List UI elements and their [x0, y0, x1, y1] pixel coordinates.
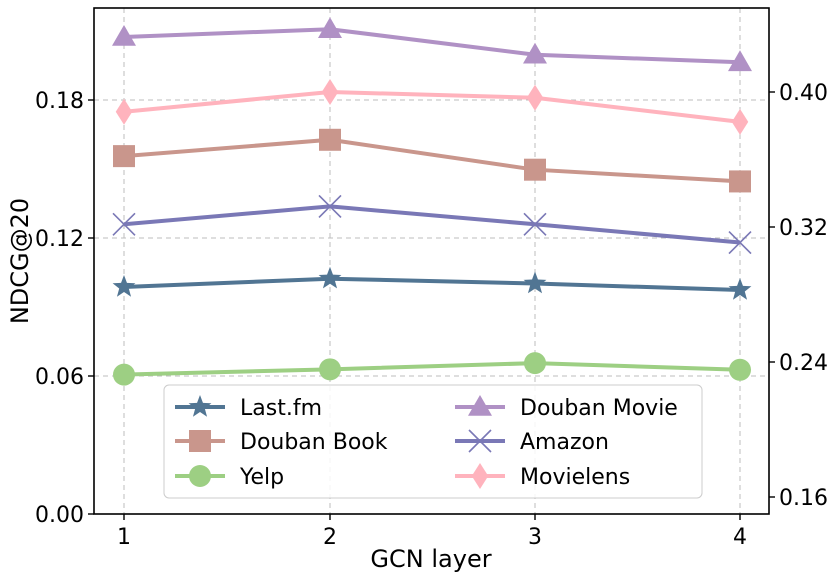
- series-line-yelp: [123, 361, 741, 377]
- data-point-yelp: [524, 352, 546, 375]
- left-y-tick-label: 0.06: [35, 365, 84, 390]
- data-point-yelp: [319, 358, 341, 381]
- data-point-amazon: [318, 194, 342, 218]
- legend-marker-douban-book: [189, 430, 211, 452]
- y-axis-title: NDCG@20: [6, 198, 34, 324]
- data-point-douban-movie: [112, 24, 136, 46]
- legend-label-douban-movie: Douban Movie: [520, 396, 678, 421]
- series-line-movielens: [123, 90, 741, 124]
- legend-marker-yelp: [189, 465, 211, 487]
- right-y-tick-label: 0.40: [779, 81, 828, 106]
- right-y-tick-label: 0.32: [779, 216, 828, 241]
- left-y-tick-label: 0.00: [35, 503, 84, 528]
- data-point-amazon: [112, 212, 136, 236]
- legend-marker-last-fm: [188, 395, 212, 417]
- right-y-tick-label: 0.24: [779, 351, 828, 376]
- left-y-tick-label: 0.18: [35, 89, 84, 114]
- legend-label-douban-book: Douban Book: [240, 430, 388, 455]
- data-point-yelp: [729, 358, 751, 381]
- data-point-movielens: [731, 108, 749, 135]
- data-point-douban-movie: [318, 17, 342, 39]
- legend-label-yelp: Yelp: [239, 465, 284, 490]
- legend-marker-movielens: [471, 463, 489, 489]
- series-line-douban-book: [123, 137, 741, 184]
- x-axis-title: GCN layer: [370, 545, 491, 573]
- legend-marker-amazon: [468, 429, 492, 453]
- left-y-tick-label: 0.12: [35, 227, 84, 252]
- series-line-amazon: [123, 204, 741, 245]
- legend-box: [163, 384, 703, 499]
- data-point-douban-movie: [728, 50, 752, 72]
- data-point-last-fm: [112, 274, 136, 297]
- axis-ticks: 1 2 3 4 0.00 0.06 0.12 0.18 0.16 0.24 0.32 0.40: [35, 81, 828, 550]
- data-point-amazon: [728, 230, 752, 255]
- legend: Last.fm Douban Book Yelp Douban Movie Amazon…: [163, 384, 703, 499]
- x-tick-label: 3: [528, 525, 542, 550]
- series-line-last-fm: [123, 276, 741, 292]
- data-point-last-fm: [523, 271, 547, 294]
- data-point-yelp: [113, 363, 135, 386]
- data-point-douban-book: [524, 158, 546, 181]
- series-lines: [123, 27, 741, 377]
- data-point-movielens: [115, 98, 133, 125]
- x-tick-label: 4: [733, 525, 747, 550]
- legend-label-movielens: Movielens: [520, 465, 630, 490]
- legend-label-last-fm: Last.fm: [240, 396, 322, 421]
- right-y-tick-label: 0.16: [779, 486, 828, 511]
- data-point-douban-book: [113, 145, 135, 168]
- x-tick-label: 2: [323, 525, 337, 550]
- data-point-douban-book: [319, 128, 341, 151]
- series-markers: [112, 17, 752, 386]
- legend-marker-douban-movie: [468, 395, 492, 416]
- x-tick-label: 1: [117, 525, 131, 550]
- legend-items: Last.fm Douban Book Yelp Douban Movie Amazon…: [175, 395, 678, 490]
- plot-frame: [93, 7, 770, 515]
- data-point-amazon: [523, 212, 547, 236]
- data-point-douban-book: [729, 170, 751, 193]
- series-line-douban-movie: [123, 27, 741, 65]
- data-point-douban-movie: [523, 42, 547, 64]
- legend-label-amazon: Amazon: [520, 430, 609, 455]
- data-point-movielens: [526, 84, 544, 111]
- data-point-last-fm: [318, 266, 342, 289]
- data-point-last-fm: [728, 277, 752, 300]
- data-point-movielens: [321, 79, 339, 105]
